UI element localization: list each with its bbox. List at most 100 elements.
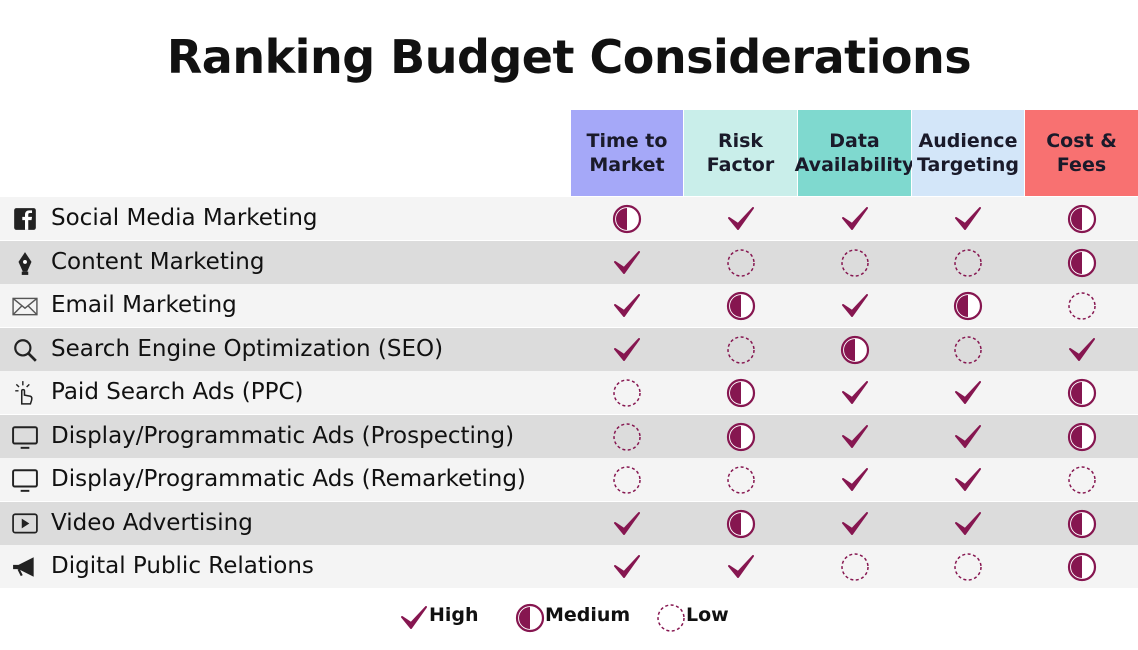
rating-symbol — [955, 207, 981, 230]
check — [955, 207, 981, 230]
row-icon — [14, 208, 36, 230]
rating-symbol — [726, 422, 755, 451]
legend: High Medium Low — [0, 598, 1138, 638]
rating-symbol — [955, 381, 981, 404]
half — [616, 208, 627, 230]
half — [1070, 251, 1082, 274]
rating-symbol — [954, 248, 982, 277]
rating-symbol — [613, 422, 641, 451]
rating-symbol — [726, 291, 755, 321]
rating-symbol — [841, 511, 868, 535]
dashed-ring — [954, 248, 982, 277]
table-row: Display/Programmatic Ads (Remarketing) — [0, 458, 1138, 501]
icon-part — [20, 388, 33, 405]
icon-part — [12, 425, 38, 444]
rating-symbol — [657, 604, 685, 632]
dashed-ring — [840, 248, 869, 277]
table-row: Paid Search Ads (PPC) — [0, 371, 1138, 414]
row-label: Paid Search Ads (PPC) — [51, 379, 304, 405]
icon-part — [12, 469, 38, 488]
rating-symbol — [841, 207, 868, 230]
header-line: Fees — [1056, 154, 1107, 176]
table-row: Video Advertising — [0, 501, 1138, 545]
icon-part — [14, 338, 32, 356]
rating-symbol — [955, 424, 981, 448]
row-label: Digital Public Relations — [51, 553, 314, 579]
column-header: Data Availability — [795, 110, 914, 196]
check — [955, 511, 981, 535]
icon-part — [13, 557, 34, 577]
rating-symbol — [1067, 248, 1096, 277]
dashed-ring — [954, 335, 982, 364]
dashed-ring — [840, 553, 869, 581]
rating-symbol — [614, 294, 640, 317]
check — [955, 468, 981, 491]
check — [841, 381, 868, 404]
row-icon — [12, 512, 38, 534]
row-label: Social Media Marketing — [51, 205, 318, 231]
rating-symbol — [613, 466, 641, 494]
rating-symbol — [726, 248, 755, 277]
row-icon — [12, 469, 38, 492]
row-icon — [14, 338, 37, 362]
rating-symbol — [1067, 292, 1096, 320]
half — [729, 382, 741, 404]
rating-symbol — [614, 337, 640, 361]
dashed-ring — [954, 553, 982, 581]
rating-symbol — [727, 555, 754, 578]
icon-part — [12, 512, 38, 534]
rating-symbol — [726, 378, 755, 408]
table-row: Display/Programmatic Ads (Prospecting) — [0, 414, 1138, 458]
rating-symbol — [840, 553, 869, 581]
rating-symbol — [841, 381, 868, 404]
dashed-ring — [1067, 466, 1096, 494]
half — [519, 607, 530, 629]
icon-part — [12, 297, 38, 316]
check — [841, 424, 868, 448]
check — [401, 606, 427, 629]
half — [729, 512, 741, 535]
dashed-ring — [726, 466, 755, 494]
row-label: Display/Programmatic Ads (Prospecting) — [51, 422, 515, 449]
column-header: Risk Factor — [684, 110, 797, 196]
dashed-ring — [726, 248, 755, 277]
half — [1070, 425, 1082, 448]
title: Ranking Budget Considerations — [166, 30, 972, 84]
header-line: Data — [829, 130, 880, 152]
rating-symbol — [955, 468, 981, 491]
row-icon — [13, 557, 34, 577]
row-icon — [15, 381, 33, 405]
row-label: Display/Programmatic Ads (Remarketing) — [51, 466, 526, 492]
row-label: Email Marketing — [51, 292, 237, 318]
rating-symbol — [614, 250, 640, 274]
header-line: Cost & — [1046, 130, 1117, 152]
rating-symbol — [613, 379, 641, 407]
rating-symbol — [726, 509, 755, 538]
check — [841, 207, 868, 230]
check — [955, 424, 981, 448]
rating-symbol — [955, 511, 981, 535]
table-row: Digital Public Relations — [0, 545, 1138, 588]
rating-symbol — [840, 335, 869, 364]
rating-symbol — [953, 291, 983, 321]
header-line: Audience — [918, 130, 1018, 152]
row-icon — [12, 425, 38, 449]
rating-symbol — [954, 335, 982, 364]
header-line: Risk — [717, 130, 764, 152]
table-row: Content Marketing — [0, 240, 1138, 284]
icon-part — [22, 210, 33, 230]
half — [957, 295, 968, 317]
row-label: Content Marketing — [51, 248, 265, 275]
dashed-ring — [613, 466, 641, 494]
table-row: Search Engine Optimization (SEO) — [0, 327, 1138, 371]
check — [841, 511, 868, 535]
header-line: Factor — [706, 154, 775, 176]
rating-symbol — [515, 603, 545, 633]
check — [841, 468, 868, 491]
header-line: Time to — [586, 130, 668, 152]
rating-symbol — [401, 606, 427, 629]
rating-symbol — [612, 204, 642, 234]
icon-part — [15, 381, 30, 392]
half — [729, 295, 741, 317]
rating-symbol — [1067, 552, 1096, 582]
